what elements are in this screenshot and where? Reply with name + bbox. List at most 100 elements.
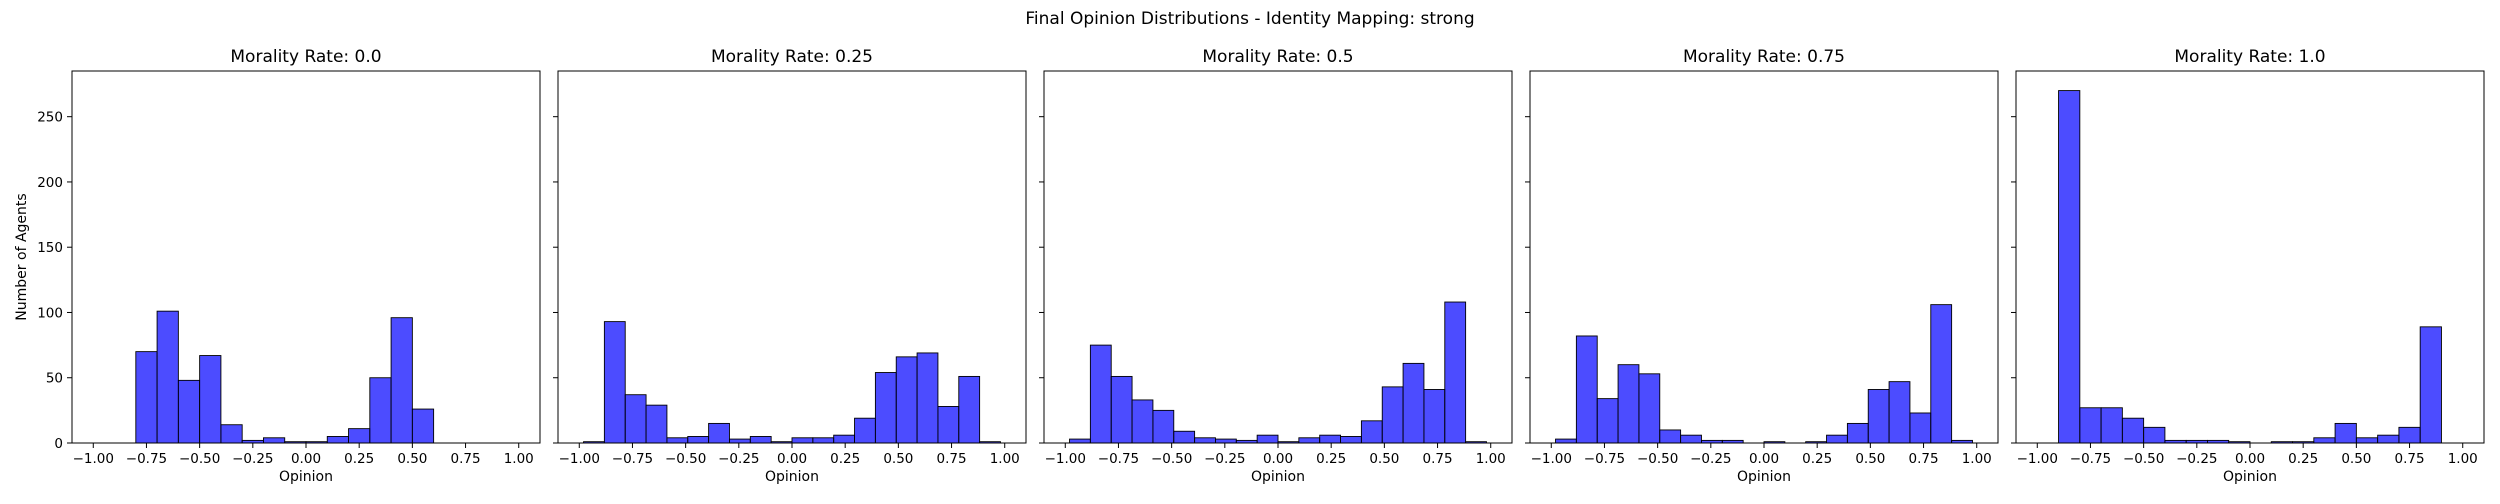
x-tick-label: 0.00 (1749, 451, 1779, 467)
histogram-bar (895, 356, 918, 444)
x-tick-label: 0.00 (291, 451, 321, 467)
axes-frame (2015, 70, 2485, 444)
subplot-title: Morality Rate: 0.5 (1202, 47, 1353, 67)
histogram-bar (348, 428, 371, 444)
histogram-bar (708, 422, 730, 444)
histogram-bar (1173, 430, 1196, 444)
histogram-bar (645, 404, 668, 444)
y-tick-label: 200 (37, 175, 63, 191)
axes-frame (557, 70, 1027, 444)
histogram-bar (1444, 301, 1467, 444)
histogram-bar (2121, 417, 2145, 444)
histogram-bar (390, 317, 413, 444)
x-tick-label: 0.75 (1423, 451, 1453, 467)
x-tick-label: −0.25 (2176, 451, 2217, 467)
subplot-4 (2011, 70, 2485, 448)
histogram-bar (812, 437, 835, 444)
histogram-bar (1131, 399, 1154, 444)
histogram-bar (791, 437, 814, 444)
histogram-bar (854, 417, 876, 444)
histogram-bar (729, 438, 751, 444)
histogram-bar (2355, 437, 2379, 444)
histogram-bar (958, 375, 981, 444)
x-tick-label: −1.00 (1045, 451, 1086, 467)
x-tick-label: −1.00 (73, 451, 114, 467)
x-tick-label: 0.25 (1802, 451, 1832, 467)
x-tick-label: 1.00 (1476, 451, 1506, 467)
histogram-bar (1909, 412, 1932, 444)
x-tick-label: −0.25 (1690, 451, 1731, 467)
histogram-bar (1402, 362, 1425, 444)
histogram-bar (199, 355, 222, 444)
histogram-bar (1596, 398, 1619, 444)
subplot-1 (553, 70, 1027, 448)
subplot-title: Morality Rate: 0.75 (1683, 47, 1845, 67)
histogram-bar (2313, 437, 2336, 444)
histogram-bar (1256, 434, 1279, 444)
x-tick-label: 0.25 (830, 451, 860, 467)
x-tick-label: 0.00 (2235, 451, 2265, 467)
histogram-bar (369, 377, 392, 444)
subplot-title: Morality Rate: 1.0 (2174, 47, 2325, 67)
subplot-2 (1039, 70, 1513, 448)
x-tick-label: −0.50 (1151, 451, 1192, 467)
x-tick-label: 0.75 (451, 451, 481, 467)
x-tick-label: −1.00 (2017, 451, 2058, 467)
x-axis-label: Opinion (1737, 469, 1791, 485)
histogram-bar (156, 310, 179, 444)
y-tick-label: 150 (37, 240, 63, 256)
x-tick-label: 1.00 (2448, 451, 2478, 467)
x-tick-label: −0.50 (2123, 451, 2164, 467)
x-tick-label: 0.75 (2395, 451, 2425, 467)
histogram-bar (326, 436, 349, 444)
x-tick-label: −1.00 (1531, 451, 1572, 467)
x-tick-label: 0.00 (1263, 451, 1293, 467)
x-tick-label: −0.25 (232, 451, 273, 467)
y-tick-label: 250 (37, 110, 63, 126)
histogram-bar (135, 351, 158, 444)
x-tick-label: −0.25 (718, 451, 759, 467)
histogram-bar (1930, 304, 1953, 444)
histogram-bar (749, 436, 772, 444)
histogram-bar (687, 436, 710, 444)
histogram-bar (2058, 90, 2081, 444)
histogram-bar (874, 372, 897, 444)
histogram-bar (1555, 438, 1577, 444)
x-tick-label: 0.50 (1855, 451, 1885, 467)
subplot-title: Morality Rate: 0.0 (230, 47, 381, 67)
x-tick-label: 0.25 (2288, 451, 2318, 467)
histogram-bar (2419, 326, 2442, 444)
histogram-bar (916, 352, 939, 444)
histogram-bar (177, 379, 201, 444)
histogram-bar (1340, 436, 1362, 444)
histogram-bar (1888, 381, 1911, 444)
histogram-bar (937, 406, 960, 444)
histogram-bar (1360, 420, 1383, 444)
x-tick-label: 0.50 (2341, 451, 2371, 467)
histogram-bar (1215, 438, 1237, 444)
histogram-bar (1826, 434, 1848, 444)
x-tick-label: 0.50 (1369, 451, 1399, 467)
x-tick-label: 0.50 (397, 451, 427, 467)
histogram-bar (1617, 364, 1640, 444)
histogram-bar (624, 394, 647, 444)
x-tick-label: −0.50 (665, 451, 706, 467)
x-tick-label: 1.00 (990, 451, 1020, 467)
x-tick-label: 0.50 (883, 451, 913, 467)
y-axis-label: Number of Agents (14, 193, 30, 320)
x-tick-label: 0.25 (1316, 451, 1346, 467)
x-axis-label: Opinion (2223, 469, 2277, 485)
y-tick-label: 50 (46, 371, 63, 387)
x-tick-label: −0.50 (1637, 451, 1678, 467)
histogram-bar (1194, 437, 1216, 444)
x-tick-label: −0.75 (126, 451, 167, 467)
subplot-title: Morality Rate: 0.25 (711, 47, 873, 67)
y-tick-label: 0 (54, 436, 63, 452)
histogram-bar (2079, 407, 2102, 444)
y-tick-label: 100 (37, 305, 63, 321)
histogram-bar (1298, 437, 1321, 444)
histogram-bar (1638, 373, 1661, 444)
histogram-bar (1867, 389, 1890, 444)
histogram-bar (2334, 422, 2357, 444)
histogram-bar (1680, 434, 1702, 444)
